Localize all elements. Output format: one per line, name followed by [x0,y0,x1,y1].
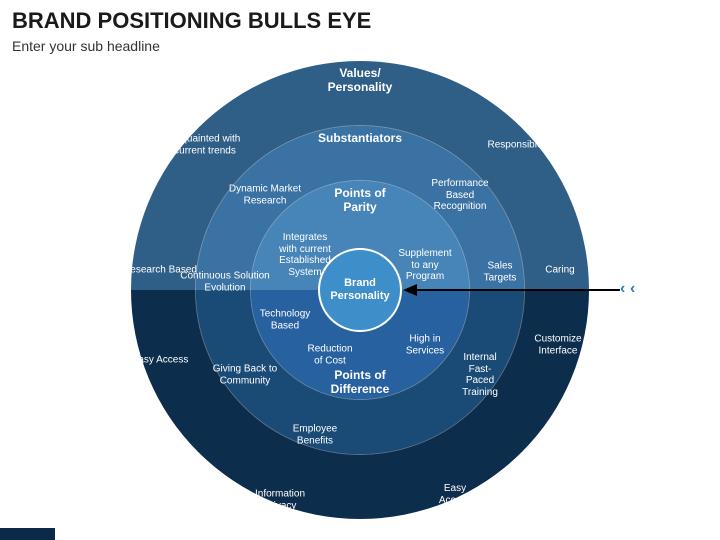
item-ring4_bottom-3: Easy Access Application [431,483,480,518]
ring-label-top-0: Values/ Personality [130,66,590,94]
footer-accent-bar [0,528,55,540]
item-ring3_bottom-1: Internal Fast-Paced Training [462,352,498,398]
item-ring2_top-1: Supplement to any Program [398,248,451,283]
item-ring3_top-1: Performance Based Recognition [431,178,488,213]
item-ring3_bottom-2: Employee Benefits [293,424,338,447]
item-ring4_top-3: Caring [545,264,574,276]
item-ring2_bottom-1: High in Services [406,334,444,357]
item-ring4_top-0: Acquainted with current trends [160,134,250,157]
item-ring4_top-1: Responsible [487,139,542,151]
item-ring4_bottom-1: Customize Interface [534,334,581,357]
item-ring3_top-0: Dynamic Market Research [220,184,310,207]
item-ring2_top-0: Integrates with current Established Syst… [278,232,333,278]
arrow-tail-chevron-1: ‹ [630,280,635,298]
item-ring3_bottom-0: Giving Back to Community [200,364,290,387]
item-ring4_bottom-0: Easy Access [132,354,189,366]
arrow-tail-chevron-0: ‹ [620,280,625,298]
arrow-head [403,284,417,296]
item-ring4_bottom-2: Information Privacy [240,489,320,512]
arrow-shaft [405,289,620,291]
page-subtitle: Enter your sub headline [12,38,160,54]
item-ring3_top-3: Sales Targets [484,261,517,284]
item-ring2_bottom-2: Reduction of Cost [307,344,352,367]
item-ring2_bottom-0: Technology Based [248,309,323,332]
page-title: BRAND POSITIONING BULLS EYE [12,8,371,34]
item-ring3_top-2: Continuous Solution Evolution [180,271,270,294]
